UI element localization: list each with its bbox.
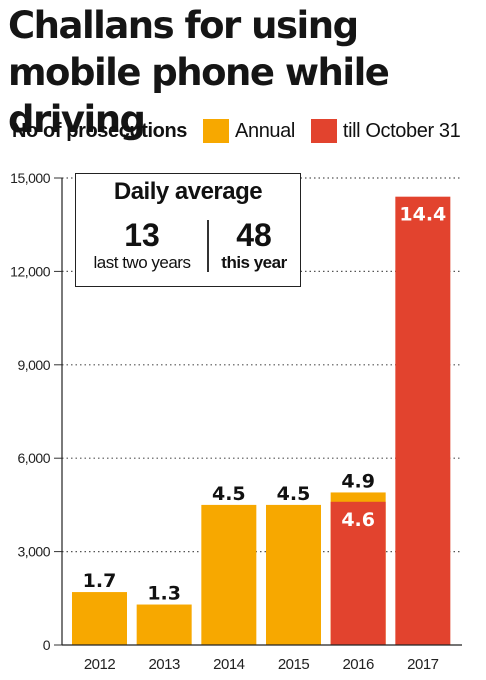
daily-average-box: Daily average 13 last two years 48 this … bbox=[75, 173, 301, 287]
bar-annual-2013 bbox=[136, 604, 192, 645]
data-label-annual-2015: 4.5 bbox=[277, 483, 311, 505]
data-label-annual-2013: 1.3 bbox=[147, 583, 181, 605]
daily-average-right: 48 this year bbox=[208, 218, 300, 274]
daily-average-left-value: 13 bbox=[124, 217, 160, 253]
daily-average-right-caption: this year bbox=[221, 253, 287, 272]
data-label-annual-2012: 1.7 bbox=[83, 570, 117, 592]
daily-average-right-value: 48 bbox=[236, 217, 272, 253]
bar-annual-2014 bbox=[201, 504, 257, 645]
chart-title: Challans for using mobile phone while dr… bbox=[8, 4, 390, 141]
y-tick-label: 15,000 bbox=[10, 170, 51, 186]
daily-average-left: 13 last two years bbox=[76, 218, 208, 274]
legend: No of prosecutions Annual till October 3… bbox=[12, 118, 461, 144]
bar-annual-2012 bbox=[72, 592, 127, 645]
legend-metric-label: No of prosecutions bbox=[12, 119, 188, 142]
y-tick-label: 6,000 bbox=[17, 450, 50, 466]
x-tick-label: 2012 bbox=[84, 656, 116, 673]
x-tick-label: 2013 bbox=[148, 656, 180, 673]
legend-item-till-october: till October 31 bbox=[310, 119, 461, 143]
x-tick-label: 2017 bbox=[407, 656, 439, 673]
data-label-till-october-2016: 4.6 bbox=[341, 509, 375, 531]
data-label-till-october-2017: 14.4 bbox=[399, 204, 446, 226]
bar-till-october-2016 bbox=[330, 501, 386, 645]
legend-swatch-annual bbox=[203, 119, 230, 143]
legend-swatch-till-october bbox=[310, 119, 337, 143]
x-tick-label: 2014 bbox=[213, 656, 245, 673]
legend-item-annual: Annual bbox=[203, 119, 295, 143]
bar-till-october-2017 bbox=[395, 196, 451, 645]
y-tick-label: 12,000 bbox=[10, 263, 51, 279]
y-tick-label: 0 bbox=[43, 637, 51, 653]
data-label-annual-2016: 4.9 bbox=[341, 470, 375, 492]
x-tick-label: 2016 bbox=[342, 656, 374, 673]
legend-label-annual: Annual bbox=[235, 119, 295, 142]
y-tick-label: 9,000 bbox=[17, 357, 50, 373]
x-tick-label: 2015 bbox=[278, 656, 310, 673]
daily-average-title: Daily average bbox=[113, 178, 263, 205]
daily-average-divider bbox=[207, 220, 209, 272]
bar-annual-2015 bbox=[266, 504, 321, 645]
data-label-annual-2014: 4.5 bbox=[212, 483, 246, 505]
bar-chart: 1.7 1.3 4.5 4.5 4.9 4.6 14.4 0 3,000 6,000 9,000 1… bbox=[10, 170, 462, 673]
daily-average-left-caption: last two years bbox=[93, 253, 191, 272]
y-tick-label: 3,000 bbox=[17, 544, 50, 560]
legend-label-till-october: till October 31 bbox=[342, 119, 461, 142]
